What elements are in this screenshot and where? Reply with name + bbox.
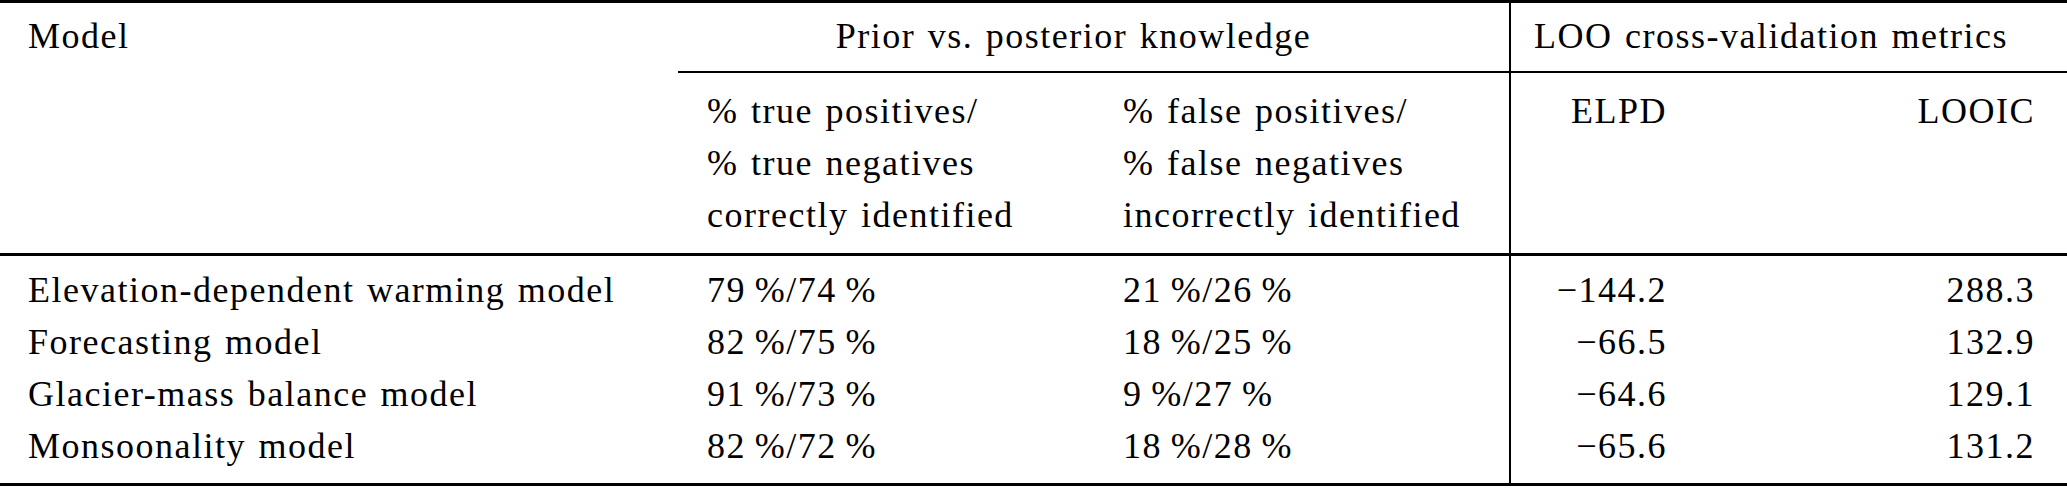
group-header-prior-vs-posterior: Prior vs. posterior knowledge	[678, 2, 1510, 72]
model-name-cell: Forecasting model	[0, 316, 678, 368]
true-pct-cell: 82 %/72 %	[678, 420, 1094, 485]
sub-header-spacer	[0, 72, 678, 255]
sub-header-row: % true positives/ % true negatives corre…	[0, 72, 2067, 255]
column-header-false-positives-negatives: % false positives/ % false negatives inc…	[1094, 72, 1510, 255]
sub-header-line: incorrectly identified	[1123, 189, 1509, 241]
elpd-cell: −64.6	[1510, 368, 1700, 420]
elpd-cell: −66.5	[1510, 316, 1700, 368]
column-header-elpd: ELPD	[1510, 72, 1700, 255]
table-row: Forecasting model 82 %/75 % 18 %/25 % −6…	[0, 316, 2067, 368]
table-row: Glacier-mass balance model 91 %/73 % 9 %…	[0, 368, 2067, 420]
column-header-model: Model	[0, 2, 678, 72]
true-pct-cell: 79 %/74 %	[678, 255, 1094, 317]
looic-cell: 132.9	[1700, 316, 2067, 368]
looic-cell: 129.1	[1700, 368, 2067, 420]
sub-header-line: % false positives/	[1123, 85, 1509, 137]
sub-header-line: correctly identified	[707, 189, 1094, 241]
table-row: Elevation-dependent warming model 79 %/7…	[0, 255, 2067, 317]
group-header-row: Model Prior vs. posterior knowledge LOO …	[0, 2, 2067, 72]
sub-header-line: % false negatives	[1123, 137, 1509, 189]
false-pct-cell: 21 %/26 %	[1094, 255, 1510, 317]
table-row: Monsoonality model 82 %/72 % 18 %/28 % −…	[0, 420, 2067, 485]
model-name-cell: Monsoonality model	[0, 420, 678, 485]
elpd-cell: −144.2	[1510, 255, 1700, 317]
false-pct-cell: 18 %/25 %	[1094, 316, 1510, 368]
model-name-cell: Glacier-mass balance model	[0, 368, 678, 420]
looic-cell: 288.3	[1700, 255, 2067, 317]
sub-header-line: % true negatives	[707, 137, 1094, 189]
model-comparison-table: Model Prior vs. posterior knowledge LOO …	[0, 0, 2067, 486]
true-pct-cell: 91 %/73 %	[678, 368, 1094, 420]
group-header-loo-cross-validation: LOO cross-validation metrics	[1510, 2, 2067, 72]
false-pct-cell: 9 %/27 %	[1094, 368, 1510, 420]
column-header-true-positives-negatives: % true positives/ % true negatives corre…	[678, 72, 1094, 255]
table-body: Elevation-dependent warming model 79 %/7…	[0, 255, 2067, 485]
sub-header-line: % true positives/	[707, 85, 1094, 137]
model-name-cell: Elevation-dependent warming model	[0, 255, 678, 317]
column-header-looic: LOOIC	[1700, 72, 2067, 255]
true-pct-cell: 82 %/75 %	[678, 316, 1094, 368]
elpd-cell: −65.6	[1510, 420, 1700, 485]
looic-cell: 131.2	[1700, 420, 2067, 485]
false-pct-cell: 18 %/28 %	[1094, 420, 1510, 485]
